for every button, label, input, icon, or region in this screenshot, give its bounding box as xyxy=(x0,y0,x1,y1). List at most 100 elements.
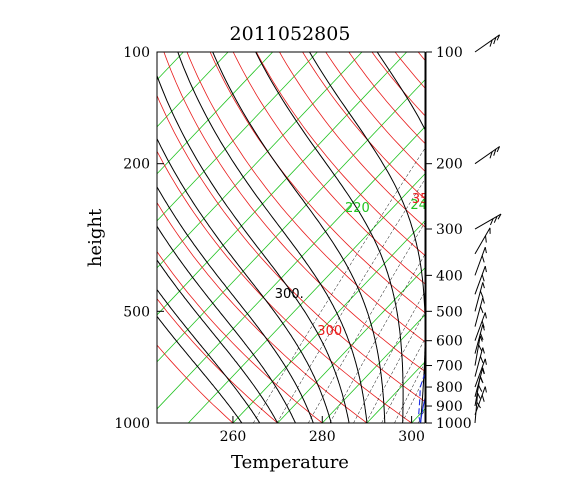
y-tick-label: 100 xyxy=(123,45,150,61)
wind-barb xyxy=(474,282,485,312)
isotherm-label: 240 xyxy=(410,198,435,213)
wind-barb xyxy=(474,213,502,230)
dry-adiabat-line xyxy=(157,94,425,403)
barb-shaft xyxy=(474,335,481,366)
plot-frame xyxy=(156,51,426,424)
barb-flag xyxy=(479,290,484,298)
moist-adiabat-label: 300. xyxy=(275,287,304,302)
barb-flag xyxy=(481,394,485,402)
dry-adiabat-line xyxy=(209,52,425,314)
barb-tip xyxy=(496,34,501,41)
barb-flag xyxy=(481,255,485,263)
barb-tip xyxy=(482,347,485,354)
barb-tip xyxy=(484,312,487,319)
mixing-ratio-label: 5.00 xyxy=(522,210,551,225)
barb-tip xyxy=(482,282,485,289)
plot-area: 220240260300350400300.360.4205.0010.015.… xyxy=(0,45,563,445)
isotherm-line xyxy=(322,314,425,423)
barb-shaft xyxy=(474,265,486,295)
barb-tip xyxy=(496,146,501,153)
barb-shaft xyxy=(474,376,481,407)
wind-barb xyxy=(474,376,483,407)
barb-tip xyxy=(482,367,485,374)
isotherm-line xyxy=(157,52,318,222)
wind-barb xyxy=(474,392,481,424)
right-tick-label: 200 xyxy=(436,157,463,173)
barb-shaft xyxy=(474,34,500,53)
right-tick-label: 500 xyxy=(436,304,463,320)
isotherm-line xyxy=(0,52,94,423)
barb-tip xyxy=(484,358,487,365)
mixing-ratio-line xyxy=(329,253,425,423)
dry-adiabat-line xyxy=(325,52,425,172)
mixing-ratio-line xyxy=(365,311,425,423)
x-tick-label: 300 xyxy=(398,429,425,445)
moist-adiabat-line xyxy=(177,52,368,423)
y-tick-label: 200 xyxy=(123,157,150,173)
dry-adiabat-line xyxy=(157,201,368,423)
dry-adiabat-line xyxy=(348,52,425,145)
wind-barbs xyxy=(474,34,502,424)
barb-tip xyxy=(477,392,481,399)
dry-adiabat-line xyxy=(464,52,563,423)
wind-barb xyxy=(474,324,485,354)
isotherm-line xyxy=(232,220,425,423)
barb-shaft xyxy=(474,347,484,377)
barb-flag xyxy=(489,151,493,159)
moist-adiabat-line xyxy=(157,185,314,423)
right-tick-label: 700 xyxy=(436,359,463,375)
isotherm-line xyxy=(411,408,425,423)
isotherm-line xyxy=(157,52,273,175)
dry-adiabat-line xyxy=(186,52,425,343)
wind-barb xyxy=(474,146,501,165)
isotherm-line xyxy=(157,52,229,128)
moist-adiabat-label: 420 xyxy=(556,153,563,168)
dry-adiabat-line xyxy=(157,250,323,423)
moist-adiabat-label: 360. xyxy=(448,236,477,251)
isotherm-line xyxy=(157,126,425,410)
isotherm-line xyxy=(188,173,425,423)
wind-barb xyxy=(474,297,485,327)
barb-flag xyxy=(476,401,481,409)
y-tick-label: 1000 xyxy=(114,416,150,432)
barb-flag xyxy=(481,274,485,282)
isotherm-label: 220 xyxy=(345,201,370,216)
wind-barb xyxy=(474,247,487,276)
barb-flag xyxy=(493,216,498,223)
dry-adiabat-line xyxy=(302,52,425,200)
moist-adiabat-line xyxy=(157,259,279,423)
right-tick-label: 800 xyxy=(436,380,463,396)
isotherm-line xyxy=(277,267,425,423)
right-tick-label: 300 xyxy=(436,222,463,238)
isotherm-line xyxy=(501,52,563,423)
background-lines: 220240260300350400300.360.4205.0010.015.… xyxy=(0,52,563,423)
barb-flag xyxy=(489,39,493,47)
dry-adiabat-line xyxy=(371,52,425,117)
barb-shaft xyxy=(474,227,491,255)
x-tick-label: 280 xyxy=(309,429,336,445)
barb-flag xyxy=(493,37,497,45)
barb-tip xyxy=(479,376,483,383)
dry-adiabat-line xyxy=(232,52,425,285)
chart-title: 2011052805 xyxy=(230,23,351,45)
barb-tip xyxy=(484,386,487,393)
barb-flag xyxy=(479,356,484,364)
dry-adiabat-line xyxy=(279,52,425,228)
right-tick-label: 600 xyxy=(436,334,463,350)
isotherm-line xyxy=(366,361,425,423)
right-tick-label: 100 xyxy=(436,45,463,61)
dry-adiabat-label: 400 xyxy=(556,134,563,149)
moist-adiabat-line xyxy=(309,52,425,423)
barb-shaft xyxy=(474,393,479,424)
mixing-ratio-line xyxy=(308,222,425,423)
mixing-ratio-label: 10.0 xyxy=(554,210,563,225)
x-tick-label: 260 xyxy=(220,429,247,445)
moist-adiabat-line xyxy=(157,225,296,423)
wind-barb xyxy=(474,347,485,377)
dry-adiabat-label: 300 xyxy=(317,324,342,339)
right-tick-label: 400 xyxy=(436,268,463,284)
wind-barb xyxy=(474,34,501,53)
barb-shaft xyxy=(474,324,484,354)
y-tick-label: 500 xyxy=(123,304,150,320)
wind-barb xyxy=(474,265,487,295)
